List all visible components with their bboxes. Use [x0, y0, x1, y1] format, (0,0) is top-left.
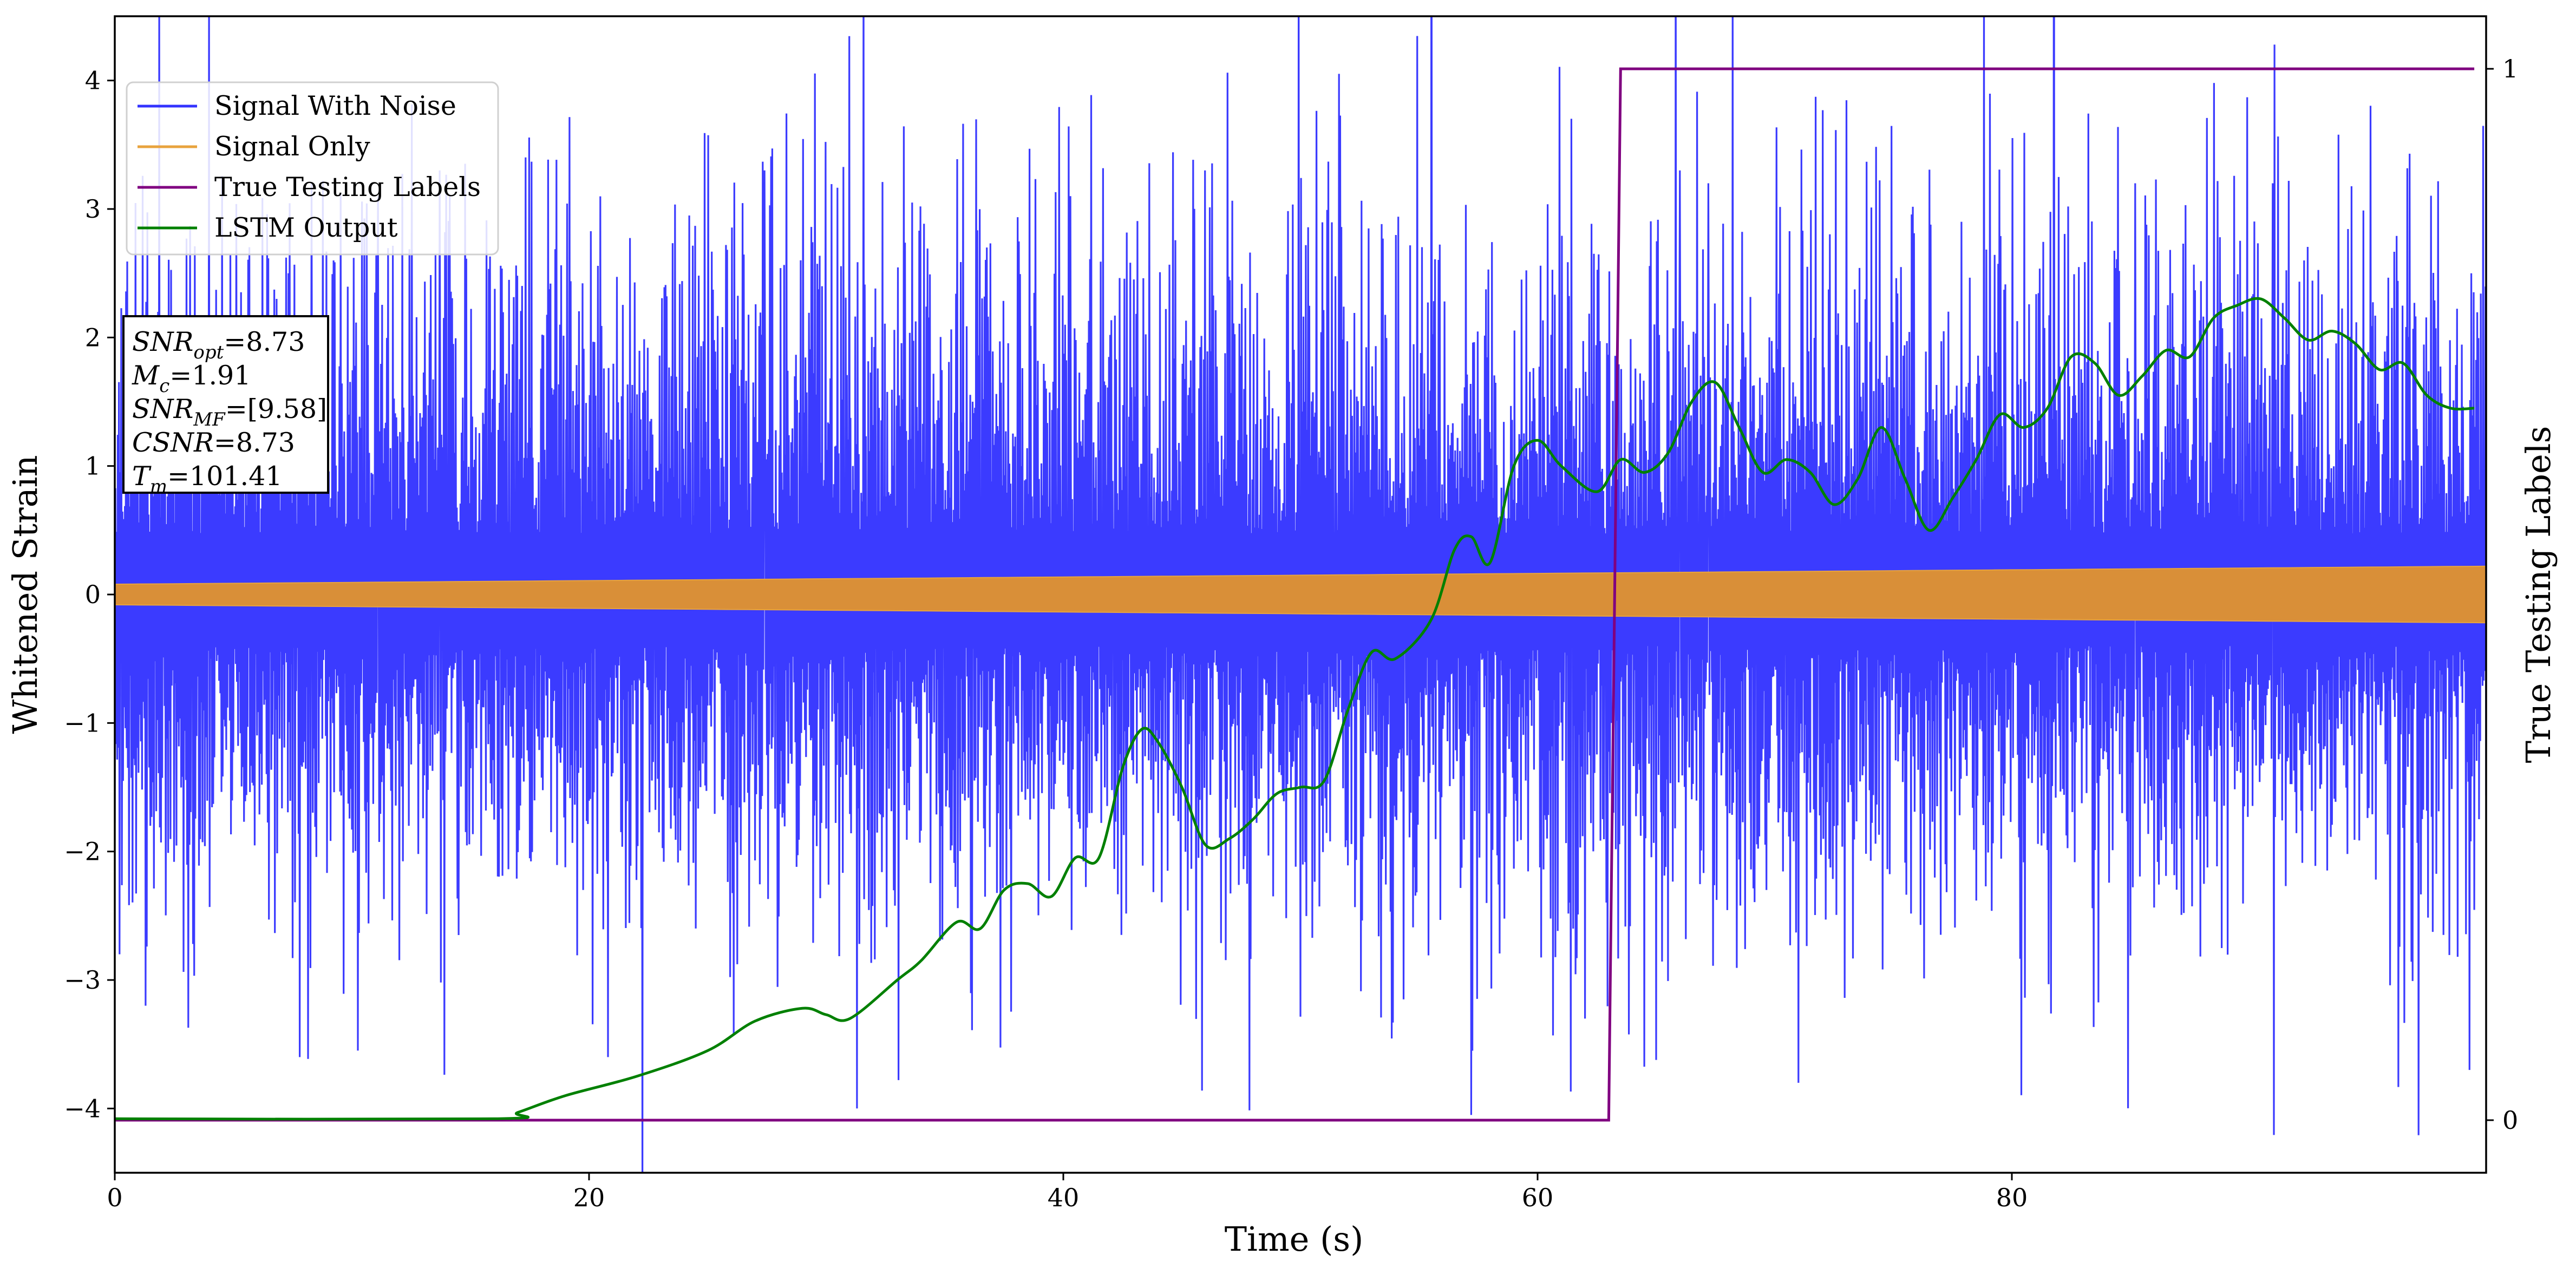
y-tick-label: −2 — [64, 837, 101, 866]
y-tick-label: −4 — [64, 1094, 101, 1123]
y-tick-label: 3 — [85, 194, 101, 224]
y-tick-label: 0 — [85, 580, 101, 609]
y2-tick-label: 1 — [2502, 54, 2518, 83]
y-tick-label: 2 — [85, 323, 101, 352]
x-tick-label: 0 — [107, 1183, 122, 1212]
series-lstm-output — [115, 297, 2475, 1121]
y-tick-label: −3 — [64, 965, 101, 995]
stats-line: Tm=101.41 — [132, 461, 282, 498]
y-axis-label: Whitened Strain — [5, 455, 45, 734]
stats-line: CSNR=8.73 — [132, 427, 295, 458]
legend-label: Signal With Noise — [214, 90, 456, 121]
legend-label: True Testing Labels — [214, 172, 481, 202]
legend: Signal With Noise Signal Only True Testing… — [126, 81, 499, 256]
stats-line: Mc=1.91 — [132, 360, 251, 397]
x-tick-label: 80 — [1996, 1183, 2028, 1212]
plot-area — [115, 16, 2486, 1173]
stats-line: SNRopt=8.73 — [132, 326, 305, 363]
y-tick-label: 4 — [85, 66, 101, 95]
x-tick-label: 20 — [573, 1183, 605, 1212]
y-tick-label: −1 — [64, 708, 101, 737]
series-signal-only — [115, 565, 2486, 624]
stats-box-frame — [122, 315, 329, 494]
x-tick-label: 60 — [1522, 1183, 1554, 1212]
legend-frame — [126, 81, 499, 256]
y-tick-label: 1 — [85, 452, 101, 481]
y2-tick-label: 0 — [2502, 1106, 2518, 1135]
legend-label: LSTM Output — [214, 212, 398, 243]
y2-axis-label: True Testing Labels — [2519, 426, 2558, 763]
stats-annotation-box: SNRopt=8.73Mc=1.91SNRMF=[9.58]CSNR=8.73T… — [122, 315, 329, 498]
stats-line: SNRMF=[9.58] — [132, 394, 327, 430]
series-true-testing-labels — [115, 67, 2475, 1122]
x-tick-label: 40 — [1048, 1183, 1080, 1212]
x-axis-label: Time (s) — [1225, 1219, 1364, 1259]
legend-label: Signal Only — [214, 131, 370, 162]
